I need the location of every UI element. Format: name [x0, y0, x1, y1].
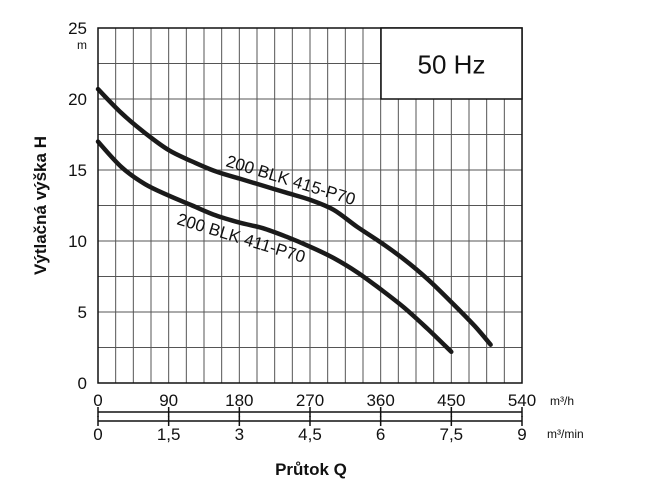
x2-tick-label: 3 [235, 425, 244, 444]
y-axis-title: Výtlačná výška H [31, 136, 50, 275]
legend-box: 50 Hz [380, 27, 523, 100]
x2-tick-label: 0 [93, 425, 102, 444]
x-tick-label: 450 [437, 391, 465, 410]
x-tick-label: 90 [159, 391, 178, 410]
y-tick-labels: 0 5 10 15 20 25 [68, 19, 87, 393]
x-axis-secondary: 0 1,5 3 4,5 6 7,5 9 [93, 416, 527, 444]
series-line-1 [95, 139, 454, 355]
plot-frame [97, 27, 523, 384]
y-tick-label: 20 [68, 90, 87, 109]
legend-label: 50 Hz [418, 50, 486, 80]
x2-tick-label: 7,5 [440, 425, 464, 444]
x-axis-secondary-unit: m³/min [547, 427, 584, 441]
x-axis-primary-unit: m³/h [550, 394, 574, 408]
x2-tick-label: 4,5 [298, 425, 322, 444]
x2-tick-label: 9 [517, 425, 526, 444]
x2-tick-label: 1,5 [157, 425, 181, 444]
legend-rect [380, 27, 523, 100]
y-tick-label: 15 [68, 161, 87, 180]
x-tick-label: 540 [508, 391, 536, 410]
y-axis-unit: m [77, 38, 87, 52]
x-tick-label: 180 [225, 391, 253, 410]
x2-tick-label: 6 [376, 425, 385, 444]
x-tick-label: 270 [296, 391, 324, 410]
x-axis-title: Průtok Q [275, 460, 347, 479]
y-tick-label: 5 [78, 303, 87, 322]
x-tick-label: 360 [366, 391, 394, 410]
x-axis-primary: 0 90 180 270 360 450 540 [93, 391, 536, 417]
y-tick-label: 10 [68, 232, 87, 251]
curves [95, 86, 493, 355]
series-line-0 [95, 86, 493, 347]
y-tick-label: 0 [78, 374, 87, 393]
x-tick-label: 0 [93, 391, 102, 410]
y-tick-label: 25 [68, 19, 87, 38]
